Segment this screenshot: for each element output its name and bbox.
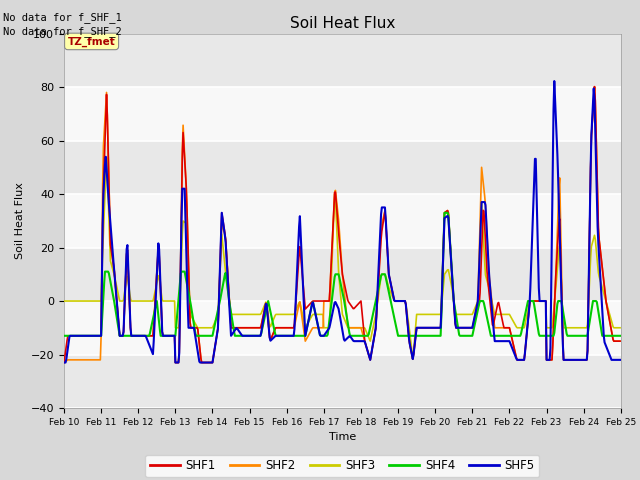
Title: Soil Heat Flux: Soil Heat Flux bbox=[290, 16, 395, 31]
SHF3 bbox=[428, 312, 435, 317]
SHF3 bbox=[412, 330, 419, 336]
Bar bbox=[64, 141, 621, 194]
X-axis label: Time: Time bbox=[329, 432, 356, 442]
SHF2 bbox=[70, 357, 78, 363]
Line: SHF1: SHF1 bbox=[64, 86, 620, 362]
SHF1 bbox=[410, 352, 417, 358]
SHF2 bbox=[213, 331, 221, 336]
Text: No data for f_SHF_2: No data for f_SHF_2 bbox=[3, 26, 122, 37]
SHF3 bbox=[214, 312, 221, 318]
SHF3 bbox=[70, 298, 78, 304]
SHF4 bbox=[70, 333, 78, 339]
SHF3 bbox=[60, 298, 68, 304]
SHF5 bbox=[70, 333, 78, 339]
SHF5 bbox=[60, 360, 68, 365]
SHF3 bbox=[616, 325, 624, 331]
SHF2 bbox=[616, 338, 624, 344]
SHF2 bbox=[410, 352, 417, 358]
SHF1 bbox=[591, 84, 598, 89]
Text: No data for f_SHF_1: No data for f_SHF_1 bbox=[3, 12, 122, 23]
Line: SHF4: SHF4 bbox=[64, 213, 620, 336]
Bar bbox=[64, 34, 621, 87]
SHF1 bbox=[184, 234, 191, 240]
SHF2 bbox=[591, 84, 598, 89]
SHF1 bbox=[616, 338, 624, 344]
Text: TZ_fmet: TZ_fmet bbox=[68, 36, 115, 47]
SHF3 bbox=[102, 155, 110, 160]
SHF1 bbox=[213, 331, 221, 336]
SHF4 bbox=[184, 285, 191, 291]
SHF3 bbox=[185, 270, 193, 276]
SHF1 bbox=[127, 333, 135, 339]
SHF4 bbox=[60, 333, 68, 339]
SHF4 bbox=[426, 333, 434, 339]
SHF1 bbox=[60, 360, 68, 365]
Bar bbox=[64, 248, 621, 301]
SHF3 bbox=[409, 356, 417, 361]
SHF4 bbox=[441, 210, 449, 216]
SHF1 bbox=[70, 333, 78, 339]
SHF5 bbox=[550, 78, 558, 84]
SHF4 bbox=[213, 311, 221, 317]
SHF2 bbox=[426, 325, 434, 331]
SHF4 bbox=[410, 333, 417, 339]
SHF5 bbox=[184, 302, 191, 308]
SHF4 bbox=[127, 333, 135, 339]
Y-axis label: Soil Heat Flux: Soil Heat Flux bbox=[15, 182, 25, 259]
Bar bbox=[64, 355, 621, 408]
SHF2 bbox=[60, 360, 68, 365]
SHF5 bbox=[410, 352, 417, 358]
Line: SHF2: SHF2 bbox=[64, 86, 620, 362]
SHF5 bbox=[426, 325, 434, 331]
SHF2 bbox=[127, 333, 135, 339]
Bar bbox=[64, 87, 621, 141]
SHF2 bbox=[184, 234, 191, 240]
Line: SHF5: SHF5 bbox=[64, 81, 620, 362]
SHF5 bbox=[127, 333, 135, 339]
SHF5 bbox=[616, 357, 624, 363]
SHF5 bbox=[213, 331, 221, 336]
Legend: SHF1, SHF2, SHF3, SHF4, SHF5: SHF1, SHF2, SHF3, SHF4, SHF5 bbox=[145, 455, 540, 477]
Bar bbox=[64, 301, 621, 355]
SHF4 bbox=[616, 333, 624, 339]
SHF3 bbox=[128, 298, 136, 304]
Line: SHF3: SHF3 bbox=[64, 157, 620, 359]
Bar bbox=[64, 194, 621, 248]
SHF1 bbox=[426, 325, 434, 331]
